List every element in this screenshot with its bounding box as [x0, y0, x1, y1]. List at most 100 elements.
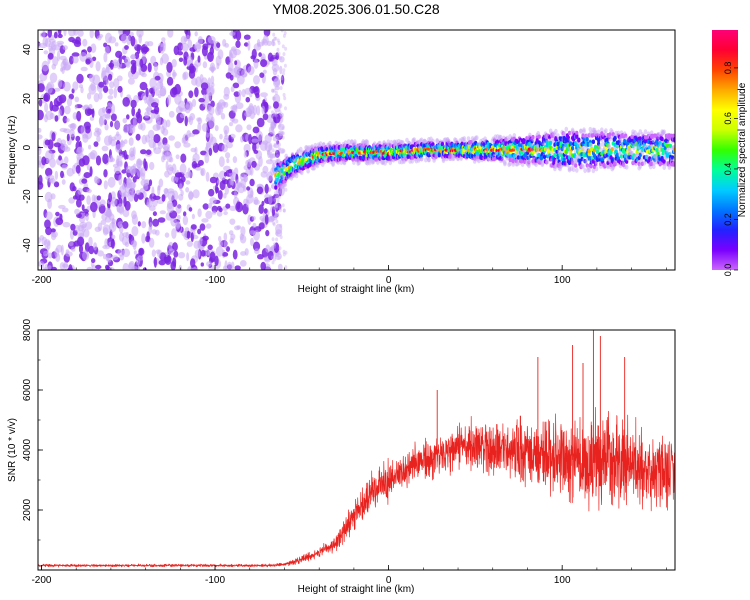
spectrogram-cell — [152, 218, 160, 227]
spectrogram-cell — [47, 265, 52, 270]
spectrogram-cell — [122, 221, 129, 229]
spectrogram-cell — [139, 58, 144, 68]
spectrogram-cell — [277, 123, 285, 130]
spectrogram-cell — [57, 79, 63, 88]
spectrogram-cell — [594, 166, 599, 172]
spectrogram-cell — [113, 78, 120, 88]
spectrogram-cell — [562, 131, 567, 136]
spectrogram-cell — [198, 238, 203, 247]
spectrogram-cell — [245, 199, 250, 208]
spectrogram-cell — [105, 66, 111, 73]
spectrogram-cell — [165, 119, 171, 128]
spectrogram-cell — [191, 98, 197, 108]
spectrogram-cell — [88, 236, 93, 247]
spectrogram-cell — [273, 77, 281, 87]
spectrogram-cell — [152, 211, 157, 217]
spectrogram-cell — [218, 235, 222, 242]
spectrogram-cell — [259, 72, 265, 78]
spectrogram-cell — [410, 158, 415, 164]
spectrogram-cell — [264, 183, 269, 194]
spectrogram-cell — [277, 251, 281, 255]
spectrogram-cell — [246, 124, 252, 131]
spectrogram-cell — [97, 250, 104, 257]
spectrogram-cell — [431, 142, 435, 147]
spectrogram-cell — [239, 260, 247, 267]
spectrogram-cell — [571, 146, 575, 151]
spectrogram-cell — [229, 178, 233, 186]
spectrogram-cell — [193, 44, 197, 50]
spectrogram-cell — [262, 113, 269, 121]
spectrogram-cell — [168, 167, 175, 171]
spectrogram-cell — [210, 100, 215, 108]
spectrogram-cell — [282, 52, 286, 57]
spectrogram-cell — [115, 144, 122, 153]
spectrogram-cell — [273, 197, 277, 202]
spectrogram-cell — [62, 146, 71, 152]
spectrogram-cell — [138, 34, 142, 44]
spectrogram-frame — [37, 29, 676, 271]
spectrogram-cell — [58, 155, 62, 161]
snr-x-axis-label: Height of straight line (km) — [298, 584, 415, 595]
spectrogram-cell — [66, 133, 70, 142]
spectrogram-cell — [258, 222, 265, 230]
spectrogram-cell — [181, 42, 189, 52]
spectrogram-cell — [104, 45, 110, 55]
spectrogram-cell — [278, 102, 282, 107]
spectrogram-cell — [274, 253, 278, 258]
spectrogram-cell — [274, 90, 278, 95]
spectrogram-cell — [278, 130, 284, 137]
spectrogram-cell — [147, 62, 152, 73]
spectrogram-cell — [331, 162, 335, 167]
spectrogram-cell — [109, 120, 114, 128]
spectrogram-cell — [183, 56, 188, 66]
spectrogram-cell — [251, 138, 259, 143]
spectrogram-cell — [174, 221, 181, 230]
spectrogram-cell — [224, 186, 229, 195]
spectrogram-cell — [265, 229, 270, 237]
spectrogram-cell — [268, 216, 274, 223]
spectrogram-cell — [153, 133, 161, 144]
spectrogram-cell — [180, 175, 186, 183]
spectrogram-cell — [278, 148, 286, 154]
spectrogram-cell — [49, 112, 55, 120]
spectrogram-cell — [278, 246, 282, 251]
spectrogram-cell — [256, 105, 261, 116]
spectrogram-cell — [591, 168, 596, 174]
spectrogram-cell — [199, 223, 206, 231]
spectrogram-cell — [194, 41, 201, 53]
spectrogram-cell — [175, 204, 182, 214]
spectrogram-cell — [74, 208, 81, 215]
spectrogram-cell — [47, 30, 52, 38]
spectrogram-cell — [38, 109, 44, 121]
spectrogram-cell — [199, 74, 204, 84]
spectrogram-cell — [70, 223, 76, 231]
spectrogram-x-ticks: -200 -100 0 100 — [31, 265, 667, 286]
spectrogram-cell — [281, 113, 284, 118]
spectrogram-cell — [92, 74, 101, 86]
spectrogram-y-tick-label: 20 — [22, 93, 33, 105]
spectrogram-cell — [232, 249, 238, 260]
spectrogram-cell — [44, 102, 49, 113]
spectrogram-cell — [508, 161, 512, 167]
spectrogram-cell — [153, 63, 159, 72]
spectrogram-cell — [49, 177, 56, 184]
spectrogram-cell — [83, 104, 90, 110]
spectrogram-cell — [191, 161, 198, 169]
spectrogram-cell — [240, 178, 246, 189]
spectrogram-cell — [273, 242, 280, 253]
spectrogram-cell — [82, 155, 90, 166]
spectrogram-cell — [268, 194, 273, 205]
spectrogram-cell — [191, 213, 195, 220]
spectrogram-cell — [104, 238, 109, 248]
spectrogram-cell — [119, 140, 126, 148]
spectrogram-cell — [104, 112, 111, 120]
spectrogram-cell — [77, 187, 83, 195]
spectrogram-cell — [69, 129, 75, 138]
spectrogram-cell — [130, 64, 137, 75]
spectrogram-cell — [154, 75, 161, 81]
spectrogram-cell — [100, 219, 107, 225]
spectrogram-cell — [542, 154, 547, 160]
spectrogram-cell — [270, 88, 274, 93]
spectrogram-cell — [275, 203, 279, 212]
spectrogram-cell — [145, 87, 149, 98]
